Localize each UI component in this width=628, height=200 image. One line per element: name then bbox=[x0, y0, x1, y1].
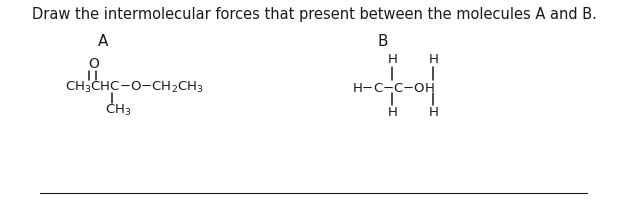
Text: H: H bbox=[428, 53, 438, 66]
Text: CH$_3$: CH$_3$ bbox=[105, 102, 131, 117]
Text: Draw the intermolecular forces that present between the molecules A and B.: Draw the intermolecular forces that pres… bbox=[31, 7, 597, 22]
Text: H: H bbox=[428, 105, 438, 118]
Text: B: B bbox=[377, 33, 387, 48]
Text: CH$_3$CHC$-$O$-$CH$_2$CH$_3$: CH$_3$CHC$-$O$-$CH$_2$CH$_3$ bbox=[65, 80, 204, 95]
Text: H: H bbox=[387, 105, 397, 118]
Text: H$-$C$-$C$-$OH: H$-$C$-$C$-$OH bbox=[352, 81, 435, 94]
Text: O: O bbox=[88, 57, 99, 70]
Text: A: A bbox=[98, 33, 109, 48]
Text: H: H bbox=[387, 53, 397, 66]
